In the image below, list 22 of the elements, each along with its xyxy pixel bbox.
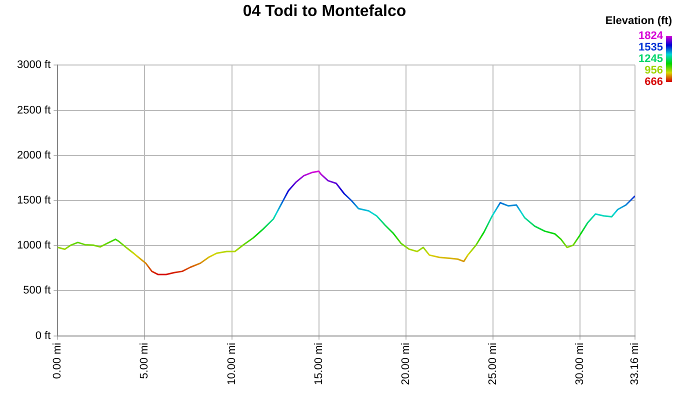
chart-title: 04 Todi to Montefalco — [242, 3, 406, 20]
y-tick-label: 1000 ft — [17, 240, 51, 252]
color-bar-label: 956 — [644, 64, 663, 77]
x-tick-label: 10.00 mi — [226, 342, 238, 386]
color-bar-label: 1535 — [638, 42, 663, 54]
color-bar-label: 1245 — [638, 53, 663, 66]
y-tick-label: 2500 ft — [17, 104, 51, 116]
color-bar-title: Elevation (ft) — [605, 15, 672, 28]
x-tick-label: 25.00 mi — [486, 342, 499, 386]
x-tick-label: 30.00 mi — [574, 342, 586, 386]
color-bar-label: 1824 — [638, 30, 664, 42]
x-tick-label: 5.00 mi — [138, 342, 151, 379]
y-tick-label: 0 ft — [35, 330, 51, 342]
y-tick-label: 1500 ft — [17, 194, 51, 207]
x-tick-label: 20.00 mi — [400, 342, 412, 386]
y-tick-label: 3000 ft — [17, 59, 51, 72]
y-tick-label: 500 ft — [23, 284, 51, 297]
x-tick-label: 15.00 mi — [312, 342, 325, 386]
x-tick-label: 0.00 mi — [52, 342, 64, 379]
y-tick-label: 2000 ft — [17, 149, 51, 162]
color-bar-label: 666 — [644, 76, 663, 88]
x-tick-label: 33.16 mi — [629, 342, 642, 386]
